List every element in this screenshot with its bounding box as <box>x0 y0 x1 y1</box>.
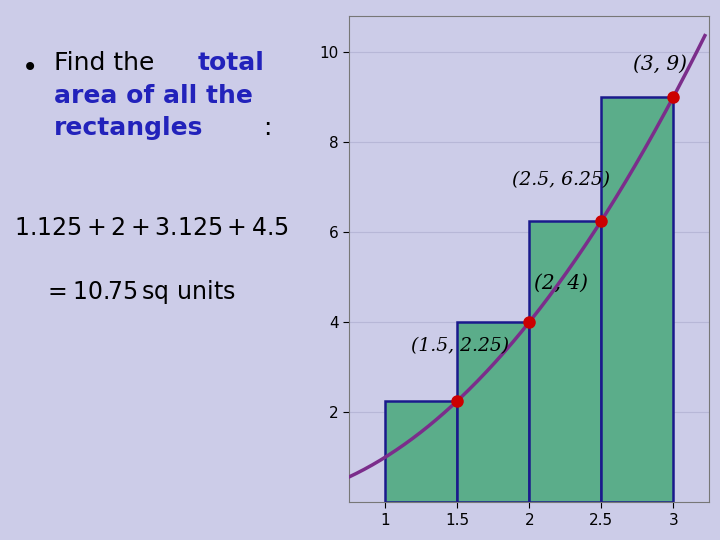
Text: •: • <box>22 54 38 82</box>
Text: (2, 4): (2, 4) <box>534 273 588 293</box>
Text: area of all the: area of all the <box>54 84 253 107</box>
Bar <box>529 221 601 502</box>
Text: $= 10.75\,\mathrm{sq\ units}$: $= 10.75\,\mathrm{sq\ units}$ <box>43 278 235 306</box>
Text: (3, 9): (3, 9) <box>633 55 687 74</box>
Bar <box>601 97 673 502</box>
Bar <box>385 401 457 502</box>
Text: Find the: Find the <box>54 51 163 75</box>
Bar <box>457 322 529 502</box>
Text: rectangles: rectangles <box>54 116 203 140</box>
Text: :: : <box>263 116 271 140</box>
Text: (2.5, 6.25): (2.5, 6.25) <box>512 171 610 189</box>
Text: $1.125 + 2 + 3.125 + 4.5$: $1.125 + 2 + 3.125 + 4.5$ <box>14 216 289 240</box>
Text: (1.5, 2.25): (1.5, 2.25) <box>411 338 509 355</box>
Text: total: total <box>198 51 265 75</box>
